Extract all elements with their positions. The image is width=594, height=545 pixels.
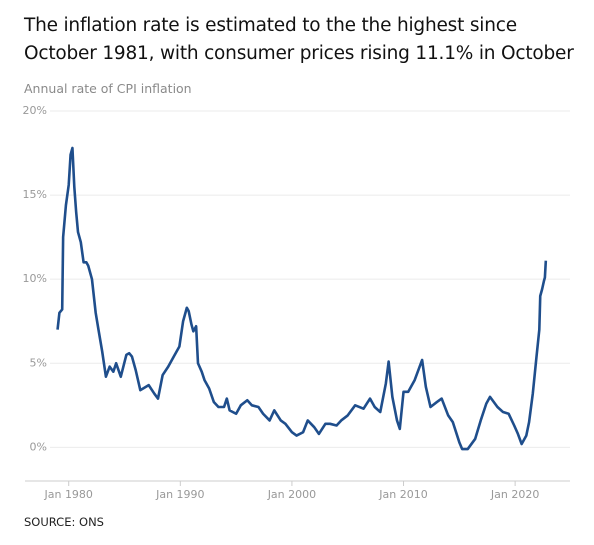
y-tick-label: 20% xyxy=(23,104,47,117)
x-tick-label: Jan 2010 xyxy=(378,488,427,501)
y-tick-label: 0% xyxy=(30,440,47,453)
source-note: SOURCE: ONS xyxy=(24,515,104,529)
x-tick-label: Jan 1990 xyxy=(155,488,204,501)
cpi-line xyxy=(56,146,548,451)
chart-subtitle: Annual rate of CPI inflation xyxy=(24,81,192,96)
x-tick-label: Jan 2000 xyxy=(267,488,316,501)
y-tick-label: 10% xyxy=(23,272,47,285)
x-tick-label: Jan 2020 xyxy=(490,488,539,501)
chart-title: The inflation rate is estimated to the t… xyxy=(24,15,574,64)
y-tick-label: 5% xyxy=(30,356,47,369)
x-tick-label: Jan 1980 xyxy=(43,488,92,501)
y-tick-label: 15% xyxy=(23,188,47,201)
